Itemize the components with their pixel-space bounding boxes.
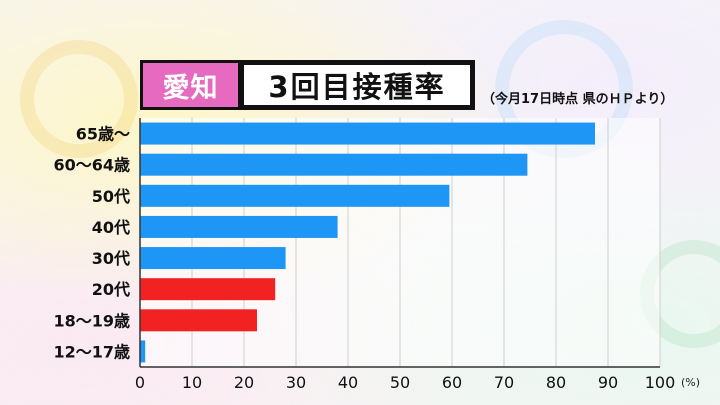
x-tick-label: 10 (182, 373, 202, 392)
category-label: 40代 (92, 218, 130, 237)
category-label: 12〜17歳 (53, 342, 130, 361)
chart-title-box: 愛知 3回目接種率 (140, 60, 475, 110)
category-label: 65歳〜 (76, 125, 130, 144)
x-tick-label: 30 (286, 373, 306, 392)
category-label: 30代 (92, 249, 130, 268)
x-tick-label: 0 (135, 373, 145, 392)
bar (140, 153, 528, 176)
x-tick-label: 90 (598, 373, 618, 392)
x-tick-label: 40 (338, 373, 358, 392)
x-tick-label: 80 (546, 373, 566, 392)
x-tick-label: 60 (442, 373, 462, 392)
bar (140, 309, 257, 332)
category-label: 60〜64歳 (53, 156, 130, 175)
x-axis-unit: (%) (681, 376, 701, 389)
prefecture-label: 愛知 (143, 63, 238, 107)
source-note: （今月17日時点 県のＨＰより） (482, 92, 674, 107)
x-tick-label: 70 (494, 373, 514, 392)
category-label: 50代 (92, 187, 130, 206)
bar (140, 247, 286, 270)
bar (140, 184, 450, 207)
category-label: 20代 (92, 280, 130, 299)
bar (140, 278, 276, 301)
bar (140, 340, 146, 363)
category-label: 18〜19歳 (53, 311, 130, 330)
bar (140, 122, 595, 145)
chart-title: 3回目接種率 (244, 65, 470, 105)
x-tick-label: 100 (645, 373, 676, 392)
x-tick-label: 20 (234, 373, 254, 392)
bar (140, 215, 338, 238)
x-tick-label: 50 (390, 373, 410, 392)
